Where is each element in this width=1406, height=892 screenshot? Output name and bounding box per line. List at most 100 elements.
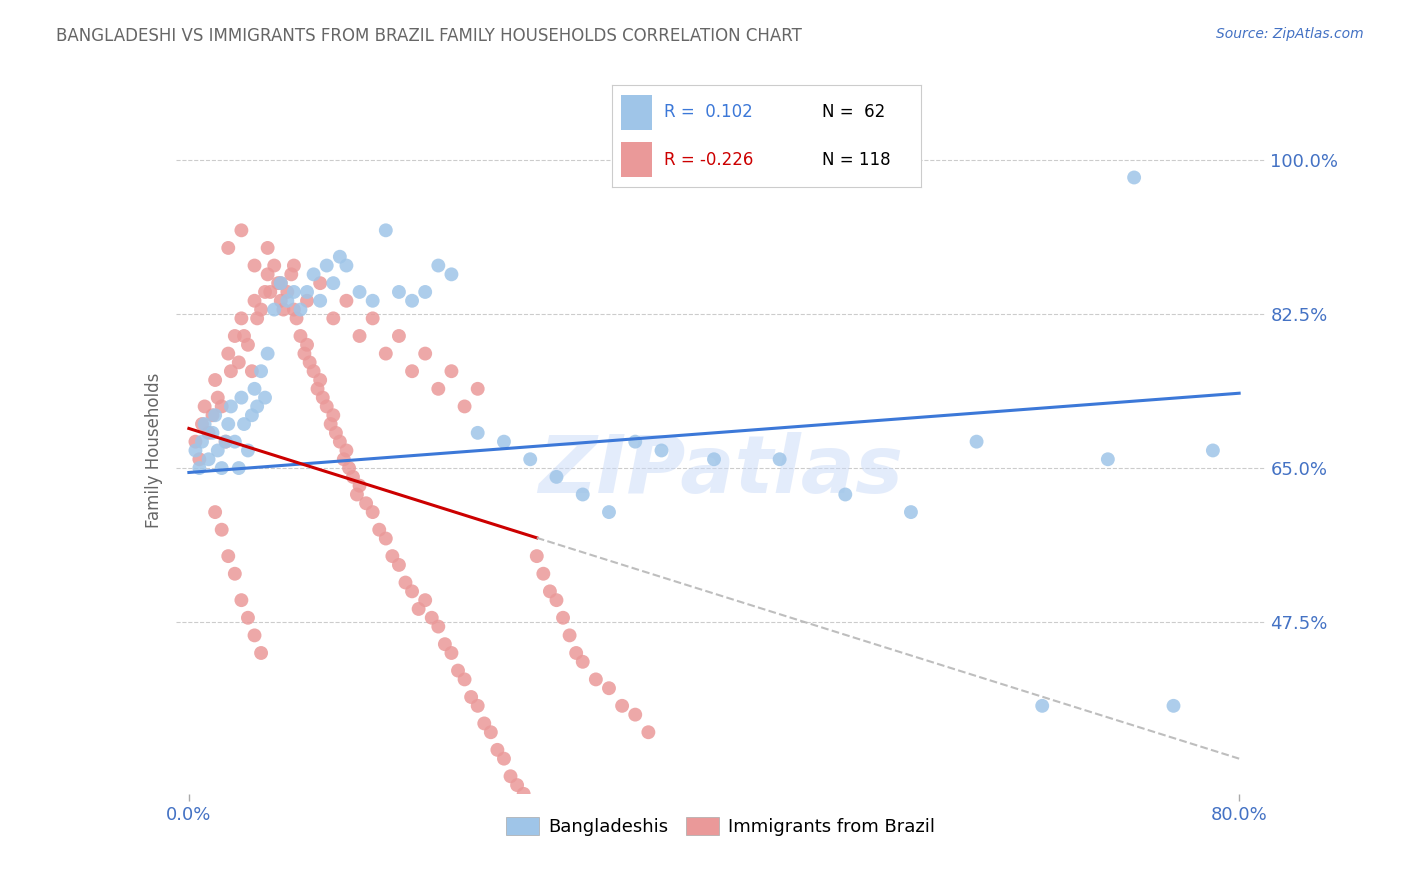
Point	[1202, 443, 1225, 458]
Point	[610, 698, 633, 713]
Point	[413, 285, 436, 299]
Point	[214, 434, 236, 449]
Point	[337, 461, 360, 475]
Point	[538, 584, 561, 599]
Point	[243, 382, 266, 396]
Point	[571, 487, 593, 501]
Point	[240, 364, 263, 378]
Bar	[621, 95, 652, 130]
Text: N = 118: N = 118	[823, 151, 890, 169]
Point	[453, 400, 475, 414]
Point	[270, 276, 292, 290]
Point	[294, 346, 316, 360]
Point	[467, 698, 489, 713]
Y-axis label: Family Households: Family Households	[145, 373, 163, 528]
Point	[413, 593, 436, 607]
Point	[315, 259, 337, 273]
Point	[492, 434, 515, 449]
Point	[233, 417, 256, 431]
Point	[526, 549, 548, 563]
Point	[250, 646, 273, 660]
Text: R = -0.226: R = -0.226	[664, 151, 754, 169]
Point	[388, 285, 411, 299]
Point	[228, 461, 250, 475]
Point	[433, 637, 456, 651]
Point	[447, 664, 470, 678]
Text: Source: ZipAtlas.com: Source: ZipAtlas.com	[1216, 27, 1364, 41]
Point	[440, 364, 463, 378]
Point	[349, 285, 371, 299]
Point	[333, 452, 356, 467]
Point	[184, 434, 207, 449]
Point	[188, 461, 211, 475]
Point	[312, 391, 335, 405]
Point	[427, 259, 450, 273]
Point	[346, 487, 368, 501]
Point	[440, 646, 463, 660]
Point	[349, 329, 371, 343]
Point	[194, 400, 217, 414]
Point	[319, 417, 342, 431]
Point	[598, 505, 620, 519]
Point	[214, 434, 236, 449]
Point	[243, 259, 266, 273]
Point	[335, 443, 357, 458]
Point	[276, 285, 298, 299]
Point	[207, 391, 229, 405]
Point	[309, 293, 332, 308]
Point	[401, 293, 423, 308]
Point	[217, 417, 239, 431]
Point	[427, 382, 450, 396]
Point	[231, 593, 253, 607]
Point	[290, 329, 312, 343]
Point	[769, 452, 792, 467]
Point	[263, 259, 285, 273]
Point	[1163, 698, 1185, 713]
Point	[228, 355, 250, 369]
Point	[388, 558, 411, 572]
Point	[219, 400, 242, 414]
Point	[236, 443, 259, 458]
Point	[479, 725, 502, 739]
Point	[571, 655, 593, 669]
Point	[413, 346, 436, 360]
Point	[361, 505, 384, 519]
Point	[329, 250, 352, 264]
Text: N =  62: N = 62	[823, 103, 886, 121]
Point	[197, 425, 219, 440]
Point	[624, 434, 647, 449]
Point	[585, 673, 607, 687]
Point	[349, 478, 371, 492]
Point	[201, 409, 224, 423]
Point	[224, 566, 246, 581]
Point	[253, 391, 276, 405]
Point	[217, 549, 239, 563]
Point	[197, 452, 219, 467]
Point	[270, 276, 292, 290]
Point	[598, 681, 620, 696]
Point	[1031, 698, 1053, 713]
Point	[295, 338, 318, 352]
Point	[231, 391, 253, 405]
Point	[900, 505, 922, 519]
Point	[191, 417, 214, 431]
Point	[283, 259, 305, 273]
Text: ZIPatlas: ZIPatlas	[538, 432, 903, 510]
Point	[546, 470, 568, 484]
Point	[191, 434, 214, 449]
Point	[315, 400, 337, 414]
Point	[637, 725, 659, 739]
Point	[231, 223, 253, 237]
Point	[267, 276, 290, 290]
Point	[486, 743, 509, 757]
Point	[298, 355, 321, 369]
Point	[211, 523, 233, 537]
Point	[217, 241, 239, 255]
Point	[233, 329, 256, 343]
Point	[1123, 170, 1146, 185]
Point	[240, 409, 263, 423]
Point	[204, 505, 226, 519]
Point	[201, 425, 224, 440]
Point	[253, 285, 276, 299]
Point	[401, 364, 423, 378]
